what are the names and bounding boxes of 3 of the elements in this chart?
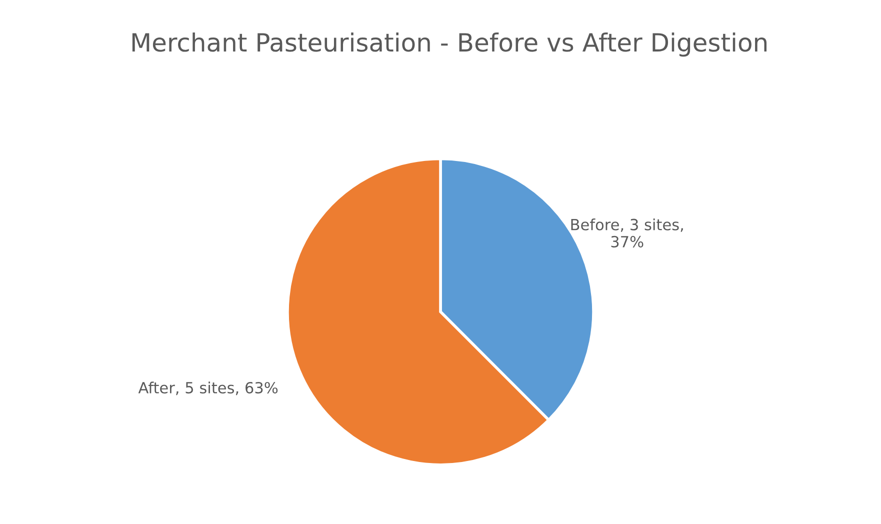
slice-label: Before, 3 sites, 37%: [571, 218, 683, 248]
chart-title: Merchant Pasteurisation - Before vs After Digestion: [132, 32, 767, 57]
slice-label: After, 5 sites, 63%: [138, 382, 278, 396]
